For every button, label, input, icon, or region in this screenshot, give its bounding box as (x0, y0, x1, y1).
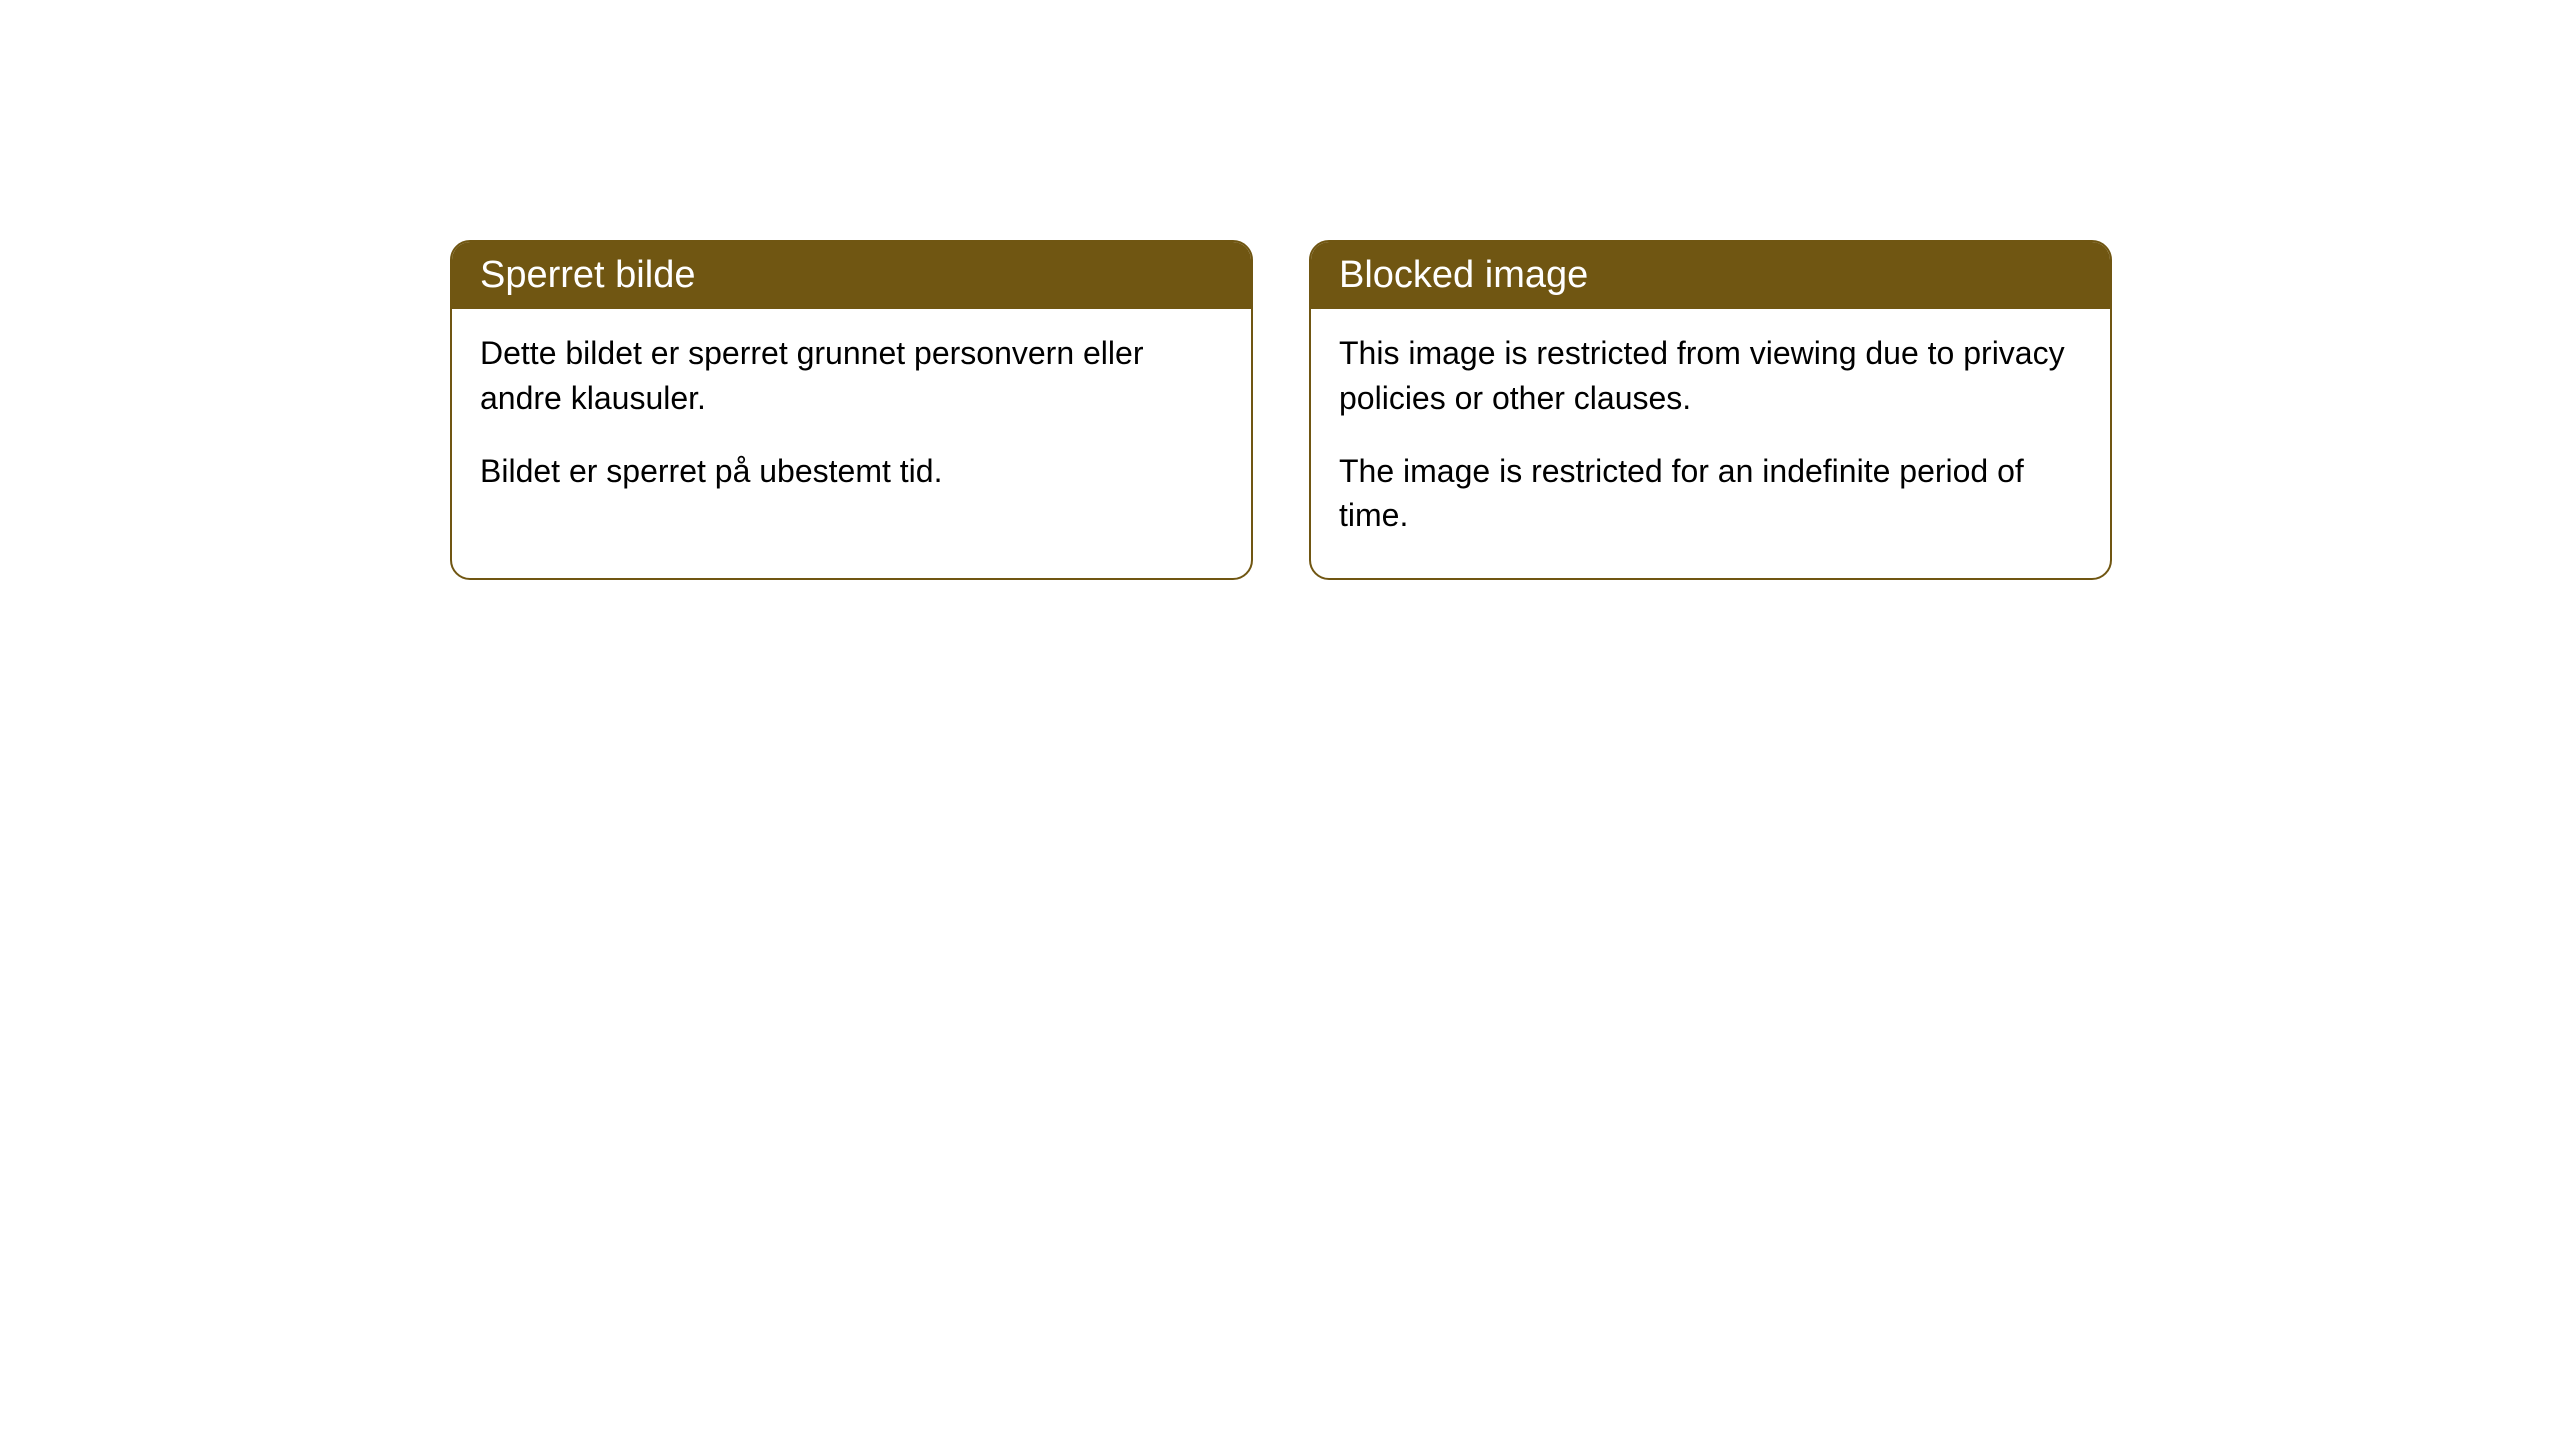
card-title: Blocked image (1339, 254, 1588, 296)
cards-container: Sperret bilde Dette bildet er sperret gr… (450, 240, 2560, 580)
card-header-norwegian: Sperret bilde (452, 242, 1251, 309)
card-paragraph: The image is restricted for an indefinit… (1339, 449, 2082, 539)
card-paragraph: Bildet er sperret på ubestemt tid. (480, 449, 1223, 494)
card-norwegian: Sperret bilde Dette bildet er sperret gr… (450, 240, 1253, 580)
card-paragraph: This image is restricted from viewing du… (1339, 331, 2082, 421)
card-body-norwegian: Dette bildet er sperret grunnet personve… (452, 309, 1251, 533)
card-title: Sperret bilde (480, 254, 695, 296)
card-paragraph: Dette bildet er sperret grunnet personve… (480, 331, 1223, 421)
card-header-english: Blocked image (1311, 242, 2110, 309)
card-english: Blocked image This image is restricted f… (1309, 240, 2112, 580)
card-body-english: This image is restricted from viewing du… (1311, 309, 2110, 578)
